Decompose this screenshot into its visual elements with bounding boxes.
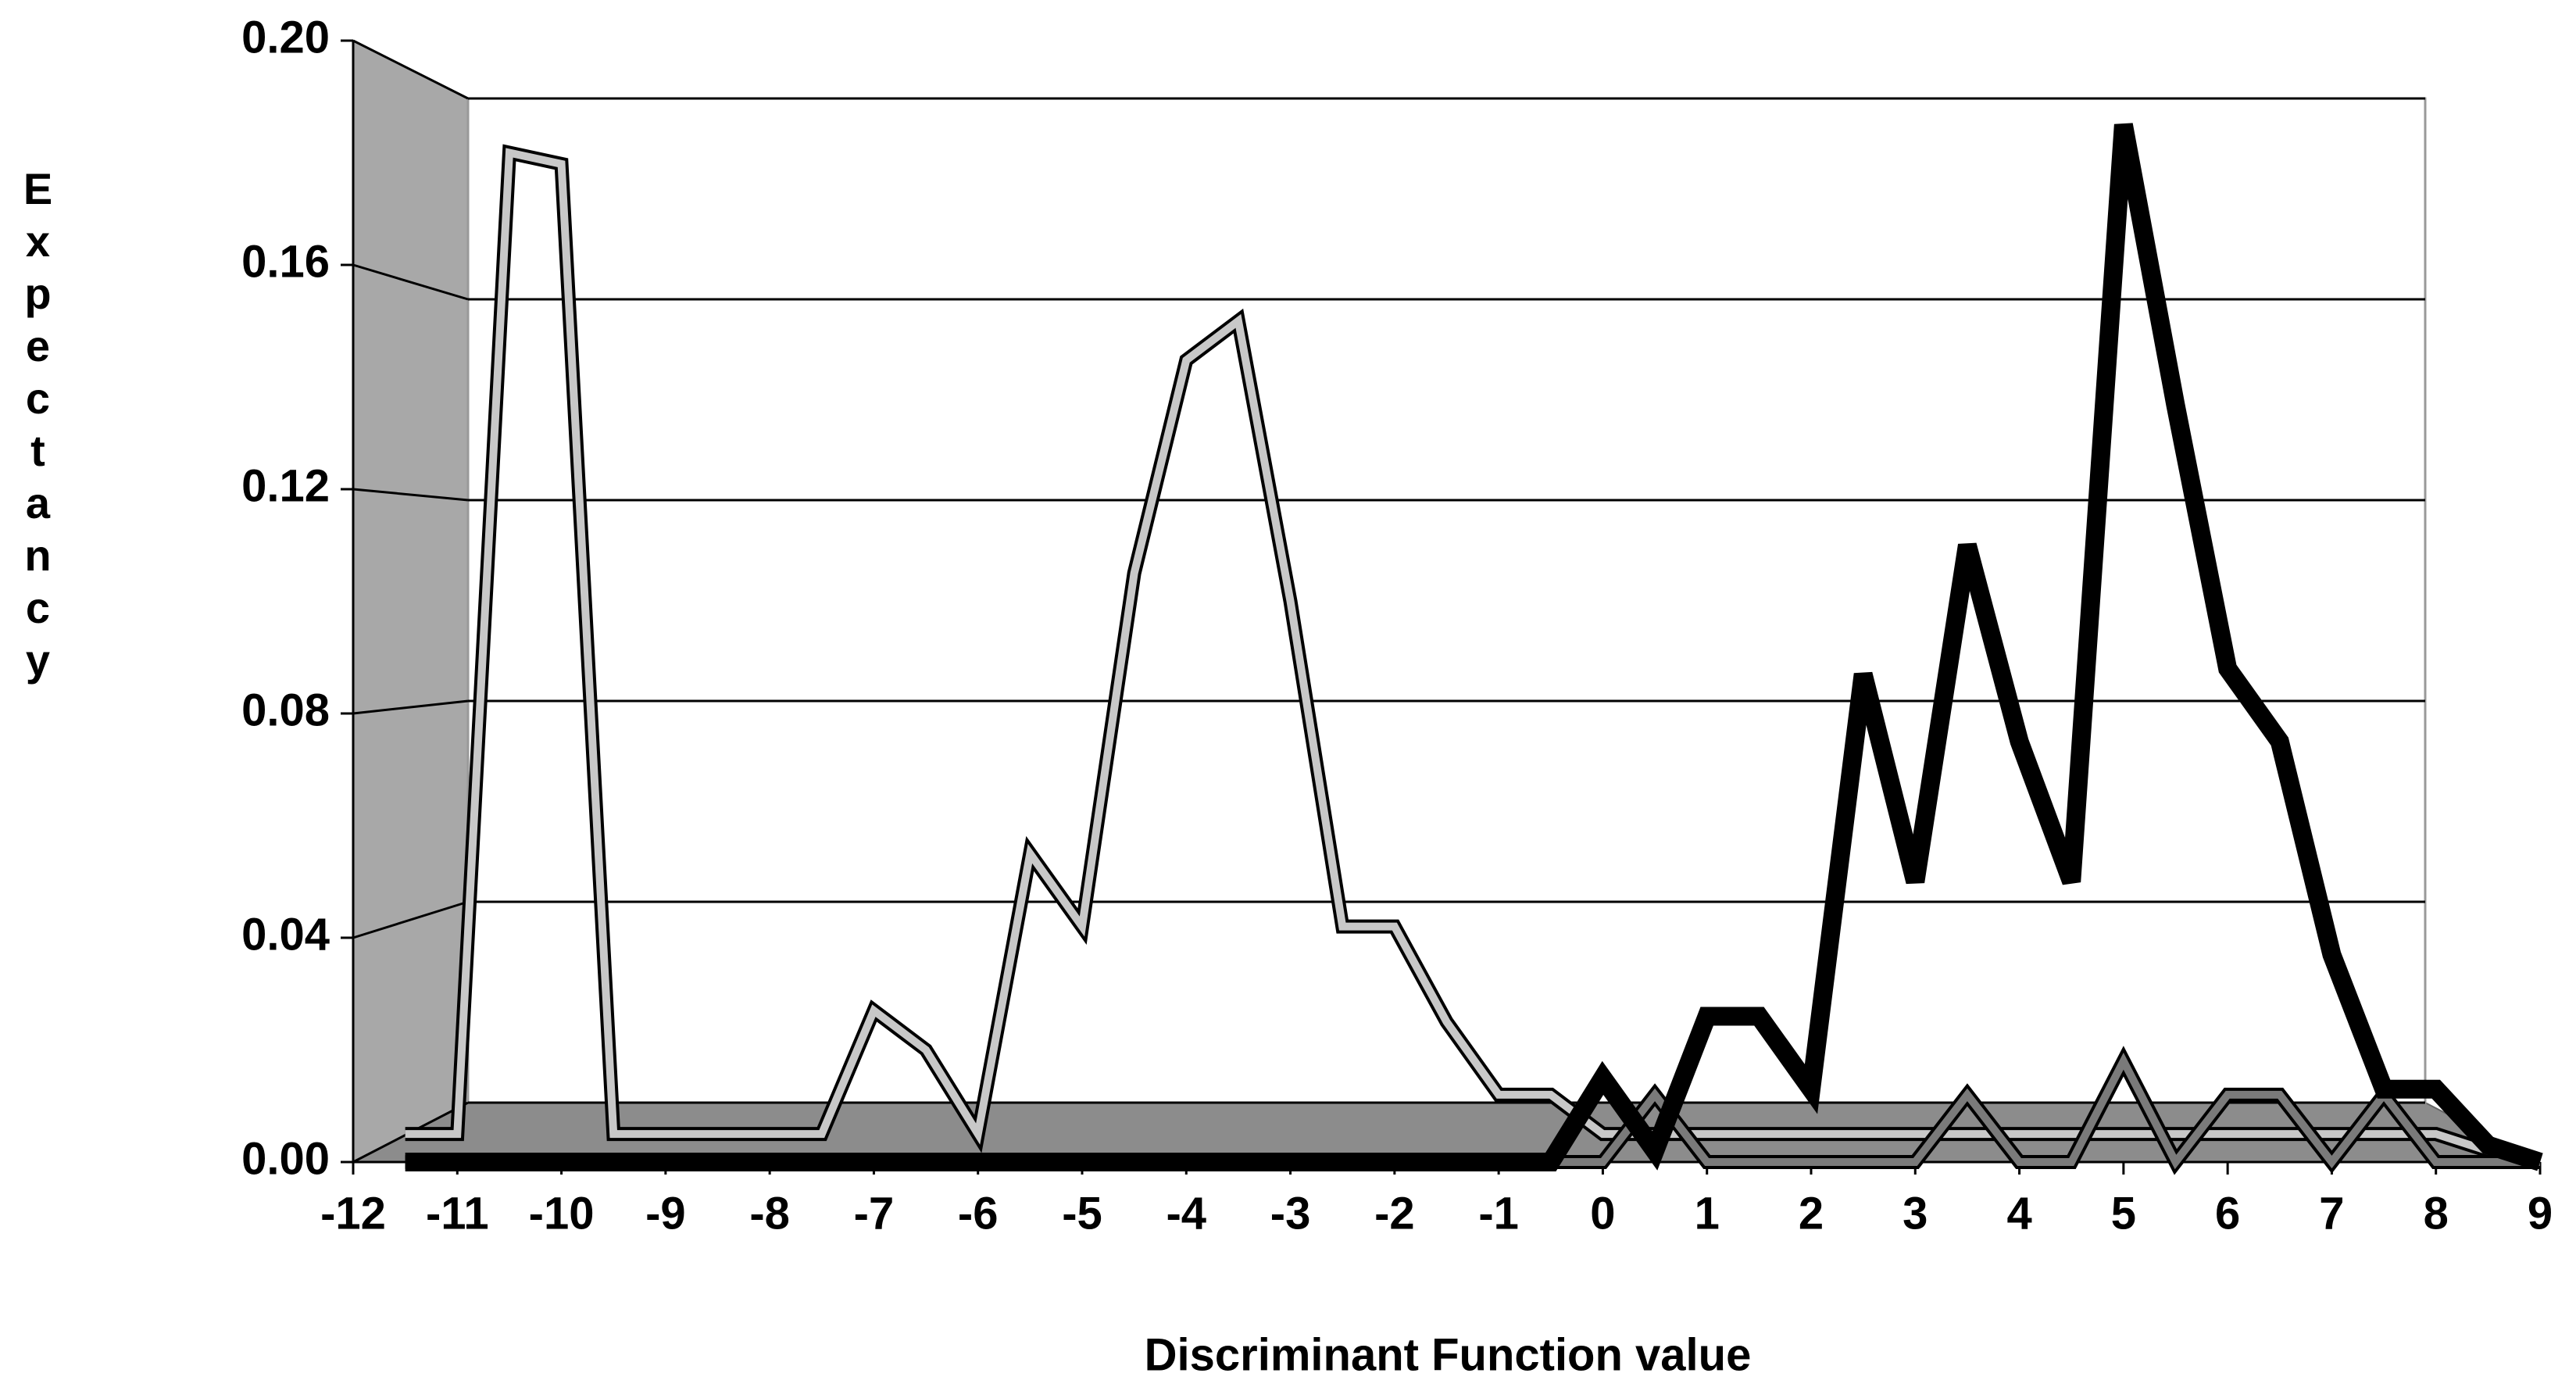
y-tick-label: 0.04 [241, 909, 330, 960]
x-tick-label: 4 [2006, 1188, 2031, 1239]
x-tick-label: 8 [2424, 1188, 2449, 1239]
x-tick-label: -7 [854, 1188, 895, 1239]
grid-line-side [352, 488, 469, 502]
back-wall [466, 97, 2427, 1104]
x-tick-label: -11 [426, 1188, 489, 1239]
series-line [405, 148, 2542, 1166]
x-tick-label: 9 [2528, 1188, 2553, 1239]
series-line [405, 123, 2542, 1168]
x-tick-label: -8 [749, 1188, 790, 1239]
x-tick-label: 6 [2215, 1188, 2240, 1239]
x-tick-label: -2 [1374, 1188, 1415, 1239]
grid-line-side [352, 263, 469, 301]
x-tick-label: -6 [958, 1188, 999, 1239]
y-tick-label: 0.16 [241, 236, 330, 287]
x-tick-label: -4 [1166, 1188, 1206, 1239]
x-tick-label: 3 [1903, 1188, 1928, 1239]
x-tick-label: 0 [1590, 1188, 1615, 1239]
y-tick-label: 0.20 [241, 12, 330, 63]
y-tick-label: 0.12 [241, 460, 330, 511]
y-tick-label: 0.00 [241, 1133, 330, 1184]
x-tick-label: 7 [2319, 1188, 2344, 1239]
side-wall [352, 39, 469, 1164]
grid-line-side [352, 39, 469, 100]
y-tick-label: 0.08 [241, 685, 330, 735]
x-axis-title: Discriminant Function value [1145, 1329, 1752, 1380]
x-tick-label: 5 [2111, 1188, 2136, 1239]
x-tick-label: 1 [1695, 1188, 1720, 1239]
x-tick-label: -3 [1270, 1188, 1311, 1239]
x-tick-label: 2 [1799, 1188, 1824, 1239]
grid-line-side [352, 900, 469, 939]
x-tick-label: -1 [1478, 1188, 1519, 1239]
x-tick-label: -12 [320, 1188, 386, 1239]
x-tick-label: -10 [529, 1188, 595, 1239]
x-tick-label: -9 [645, 1188, 686, 1239]
x-tick-label: -5 [1062, 1188, 1102, 1239]
grid-line-side [352, 699, 469, 715]
y-axis-title: Expectancy [13, 164, 63, 688]
